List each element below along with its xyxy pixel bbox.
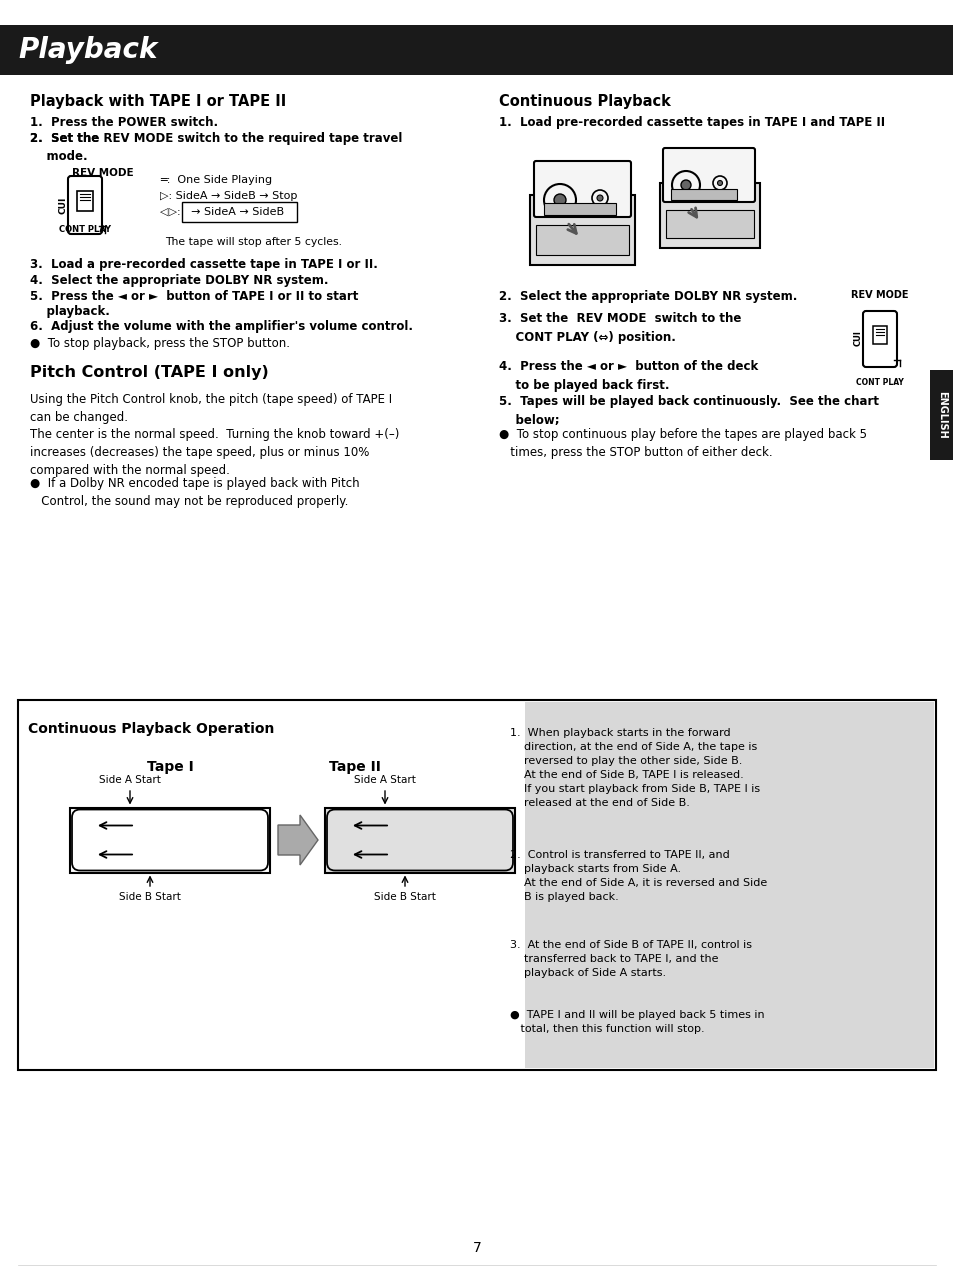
Bar [929, 370, 953, 460]
Text: 1.  Press the POWER switch.: 1. Press the POWER switch. [30, 116, 218, 128]
Text: ◁▷:   → SideA → SideB: ◁▷: → SideA → SideB [160, 207, 284, 218]
Text: Side B Start: Side B Start [374, 892, 436, 902]
Text: 6.  Adjust the volume with the amplifier's volume control.: 6. Adjust the volume with the amplifier'… [30, 321, 413, 333]
Text: Side B Start: Side B Start [119, 892, 181, 902]
FancyBboxPatch shape [68, 176, 102, 234]
Bar [0, 25, 953, 75]
FancyBboxPatch shape [543, 204, 616, 215]
Text: 1.  When playback starts in the forward
    direction, at the end of Side A, the: 1. When playback starts in the forward d… [510, 728, 760, 808]
Bar [18, 700, 935, 1070]
Text: Playback: Playback [18, 36, 157, 64]
Text: REV MODE: REV MODE [850, 290, 908, 300]
Text: 3.  At the end of Side B of TAPE II, control is
    transferred back to TAPE I, : 3. At the end of Side B of TAPE II, cont… [510, 940, 751, 978]
Text: CONT PLAY: CONT PLAY [59, 225, 111, 234]
Text: ●  To stop continuous play before the tapes are played back 5
   times, press th: ● To stop continuous play before the tap… [498, 427, 866, 459]
FancyBboxPatch shape [665, 210, 753, 238]
Text: CONT PLAY: CONT PLAY [855, 378, 902, 387]
Text: Side A Start: Side A Start [99, 775, 161, 785]
Text: 5.  Press the ◄ or ►  button of TAPE I or II to start: 5. Press the ◄ or ► button of TAPE I or … [30, 290, 358, 303]
Text: Pitch Control (TAPE I only): Pitch Control (TAPE I only) [30, 365, 269, 380]
Circle shape [717, 181, 721, 186]
Text: 1.  Load pre-recorded cassette tapes in TAPE I and TAPE II: 1. Load pre-recorded cassette tapes in T… [498, 116, 884, 128]
Text: Playback with TAPE I or TAPE II: Playback with TAPE I or TAPE II [30, 94, 286, 109]
Text: ●  TAPE I and II will be played back 5 times in
   total, then this function wil: ● TAPE I and II will be played back 5 ti… [510, 1010, 763, 1034]
Text: playback.: playback. [30, 305, 110, 318]
Text: Continuous Playback: Continuous Playback [498, 94, 670, 109]
FancyBboxPatch shape [662, 148, 754, 202]
Bar [872, 326, 886, 343]
Text: ═:  One Side Playing: ═: One Side Playing [160, 176, 272, 184]
Text: ●  To stop playback, press the STOP button.: ● To stop playback, press the STOP butto… [30, 337, 290, 350]
FancyBboxPatch shape [530, 195, 635, 265]
Bar [77, 191, 92, 211]
Text: Using the Pitch Control knob, the pitch (tape speed) of TAPE I
can be changed.: Using the Pitch Control knob, the pitch … [30, 393, 392, 424]
Text: The center is the normal speed.  Turning the knob toward +(–)
increases (decreas: The center is the normal speed. Turning … [30, 427, 399, 477]
FancyBboxPatch shape [862, 310, 896, 368]
Text: Tape I: Tape I [147, 759, 193, 773]
Text: 3.  Load a pre-recorded cassette tape in TAPE I or II.: 3. Load a pre-recorded cassette tape in … [30, 258, 377, 271]
Text: 3.  Set the  REV MODE  switch to the
    CONT PLAY (⇔) position.: 3. Set the REV MODE switch to the CONT P… [498, 312, 740, 343]
FancyBboxPatch shape [536, 225, 628, 254]
Text: 5.  Tapes will be played back continuously.  See the chart
    below;: 5. Tapes will be played back continuousl… [498, 396, 878, 427]
Text: Continuous Playback Operation: Continuous Playback Operation [28, 722, 274, 736]
Circle shape [554, 195, 565, 206]
Text: 2.  Control is transferred to TAPE II, and
    playback starts from Side A.
    : 2. Control is transferred to TAPE II, an… [510, 850, 766, 902]
Text: 7: 7 [472, 1241, 481, 1255]
Text: ●  If a Dolby NR encoded tape is played back with Pitch
   Control, the sound ma: ● If a Dolby NR encoded tape is played b… [30, 477, 359, 508]
FancyBboxPatch shape [670, 190, 737, 200]
Text: 2.  Set the REV MODE switch to the required tape travel
    mode.: 2. Set the REV MODE switch to the requir… [30, 132, 402, 163]
Bar [524, 702, 933, 1068]
Text: 4.  Select the appropriate DOLBY NR system.: 4. Select the appropriate DOLBY NR syste… [30, 273, 328, 287]
Circle shape [597, 195, 602, 201]
Text: Side A Start: Side A Start [354, 775, 416, 785]
Text: ENGLISH: ENGLISH [936, 391, 946, 439]
Text: REV MODE: REV MODE [71, 168, 133, 178]
Circle shape [680, 181, 690, 190]
Text: The tape will stop after 5 cycles.: The tape will stop after 5 cycles. [165, 237, 341, 247]
Text: CUI: CUI [59, 196, 68, 214]
Text: Tape II: Tape II [329, 759, 380, 773]
Text: ▷: SideA → SideB → Stop: ▷: SideA → SideB → Stop [160, 191, 297, 201]
Text: 2.  Select the appropriate DOLBY NR system.: 2. Select the appropriate DOLBY NR syste… [498, 290, 797, 303]
Bar [70, 808, 270, 873]
Bar [325, 808, 515, 873]
Text: CUI: CUI [853, 329, 862, 346]
FancyBboxPatch shape [534, 162, 630, 218]
Text: 2.  Set the: 2. Set the [30, 132, 103, 145]
FancyBboxPatch shape [659, 183, 760, 248]
Text: 4.  Press the ◄ or ►  button of the deck
    to be played back first.: 4. Press the ◄ or ► button of the deck t… [498, 360, 758, 392]
Polygon shape [277, 815, 317, 865]
